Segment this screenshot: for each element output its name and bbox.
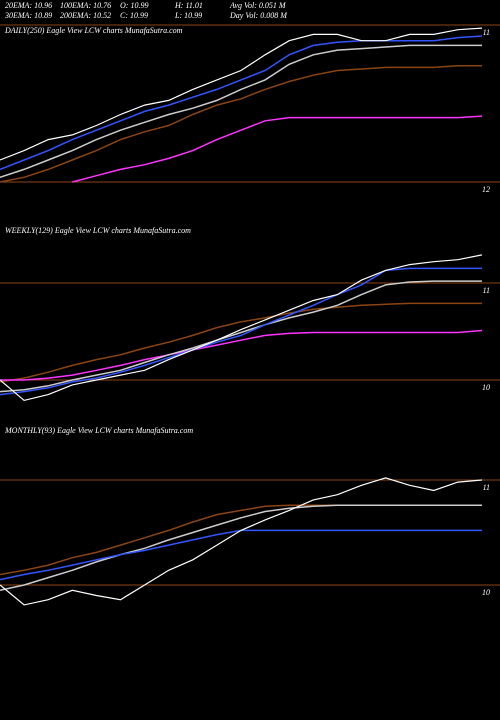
header-stat: L: 10.99 bbox=[174, 11, 202, 20]
header-stat: Avg Vol: 0.051 M bbox=[229, 1, 287, 10]
series-line bbox=[0, 27, 483, 161]
series-line bbox=[0, 529, 482, 581]
y-tick-label: 10 bbox=[482, 383, 490, 392]
series-line bbox=[0, 329, 483, 381]
series-line bbox=[0, 254, 483, 402]
series-line bbox=[0, 477, 483, 606]
series-line bbox=[0, 44, 482, 179]
header-stat: C: 10.99 bbox=[120, 11, 148, 20]
series-line bbox=[0, 302, 482, 383]
header-stat: Day Vol: 0.008 M bbox=[229, 11, 288, 20]
y-tick-label: 11 bbox=[483, 28, 490, 37]
series-line bbox=[72, 115, 483, 183]
panel-title: WEEKLY(129) Eagle View LCW charts Munafa… bbox=[5, 226, 191, 235]
y-tick-label: 11 bbox=[483, 286, 490, 295]
header-stat: O: 10.99 bbox=[120, 1, 148, 10]
panel-title: MONTHLY(93) Eagle View LCW charts Munafa… bbox=[4, 426, 193, 435]
header-stat: 30EMA: 10.89 bbox=[4, 11, 52, 20]
header-stat: 200EMA: 10.52 bbox=[60, 11, 111, 20]
header-stat: H: 11.01 bbox=[174, 1, 203, 10]
y-tick-label: 12 bbox=[482, 185, 490, 194]
series-line bbox=[0, 504, 482, 576]
series-line bbox=[0, 35, 483, 171]
series-line bbox=[0, 65, 482, 183]
header-stat: 20EMA: 10.96 bbox=[5, 1, 52, 10]
header-stat: 100EMA: 10.76 bbox=[60, 1, 111, 10]
y-tick-label: 11 bbox=[483, 483, 490, 492]
series-line bbox=[0, 280, 482, 393]
series-line bbox=[0, 267, 482, 396]
y-tick-label: 10 bbox=[482, 588, 490, 597]
panel-title: DAILY(250) Eagle View LCW charts MunafaS… bbox=[4, 26, 183, 35]
series-line bbox=[0, 504, 482, 592]
